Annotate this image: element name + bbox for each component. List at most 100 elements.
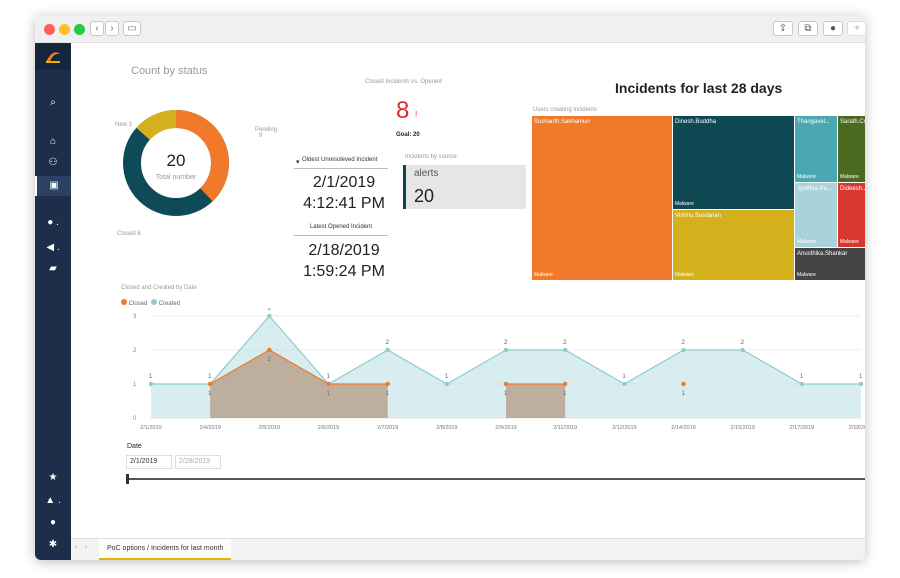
closed-created-chart[interactable]: 0 1 2 3 1 1 3 1 2 1 2 2 1 2 2 1 1 1 2 1 1 1 1 1 2/1/2019 2/4/2019… [121,308,865,436]
treemap-tile-type: Malware [797,272,816,278]
search-icon[interactable]: ⌕ [50,97,56,108]
tab-incidents-last-month[interactable]: PoC options / Incidents for last month [99,539,232,560]
created-point [148,381,154,387]
created-data-label: 2 [386,340,390,346]
report-icon[interactable]: ▣ [35,176,71,196]
treemap-tile-type: Malware [534,272,553,278]
created-point [622,381,627,387]
home-icon[interactable]: ⌂ [49,136,57,147]
closed-point [503,381,509,387]
oldest-incident-header-label: Oldest Unresoleved Incident [302,157,378,163]
closed-line [209,349,388,385]
treemap-tile-type: Malware [675,201,694,207]
treemap-tile[interactable]: Sarath.Co... Malware [838,116,865,182]
oldest-incident-time: 4:12:41 PM [303,195,385,212]
closed-area [506,384,566,418]
sidebar: ⌕ ⌂ ⚇ ▣ ● . ◀ . ▰ ★ ▲ . ● ✱ [35,43,71,560]
legend-closed-dot [121,299,127,305]
star-icon[interactable]: ★ [48,472,58,483]
info-icon[interactable]: ● [823,21,843,36]
gear-icon[interactable]: ✱ [48,539,58,550]
tab-next-icon[interactable]: › [85,544,88,551]
created-point [740,347,745,353]
closed-data-label: 1 [682,391,686,397]
created-data-label: 1 [208,374,212,380]
new-tab-icon[interactable]: + [847,21,865,36]
kpi-indicator-icon: ! [415,110,418,119]
created-point [681,347,686,353]
count-by-status-title: Count by status [131,65,208,77]
closed-data-label: 1 [563,391,567,397]
treemap-tile[interactable]: Anusthika.Shankar Malware [795,248,865,280]
treemap-tile[interactable]: Vishnu.Sundaran Malware [673,210,794,280]
alert-icon[interactable]: ● . [47,217,59,228]
megaphone-icon[interactable]: ◀ . [46,242,60,253]
treemap-tile[interactable]: Dinesh.Buddha Malware [673,116,794,209]
treemap-tile[interactable]: Thangavel... Malware [795,116,837,182]
incidents28-subtitle: Users creating incidents [533,107,598,113]
treemap-tile-name: Sarath.Co... [840,119,865,125]
created-data-label: 2 [504,340,508,346]
treemap-tile[interactable]: Jyothira.Pa... Malware [795,183,837,247]
x-tick-label: 2/14/2019 [671,425,695,431]
x-tick-label: 2/5/2019 [259,425,280,431]
treemap-tile[interactable]: Dideesh.J... Malware [838,183,865,247]
date-filter-label: Date [127,443,142,450]
created-data-label: 2 [563,340,567,346]
created-data-label: 2 [741,340,745,346]
treemap-tile-name: Jyothira.Pa... [797,186,833,192]
close-window-button[interactable] [44,24,55,35]
closed-data-label: 1 [208,391,212,397]
created-point [799,381,805,387]
created-point [562,347,568,353]
treemap-tile-name: Sushanth.Sakhamuri [534,119,590,125]
created-data-label: 1 [445,374,449,380]
treemap-tile-type: Malware [797,239,816,245]
created-data-label: 2 [682,340,686,346]
treemap-tile-name: Dideesh.J... [840,186,865,192]
tab-prev-icon[interactable]: ‹ [75,544,78,551]
created-point [444,381,450,387]
created-data-label: 1 [622,374,626,380]
bell-icon[interactable]: ▲ . [45,495,61,506]
oldest-incident-header[interactable]: ▾ Oldest Unresoleved Incident [294,154,388,169]
date-end-input[interactable]: 2/28/2019 [175,455,221,469]
logo-icon[interactable] [35,44,71,70]
share-icon[interactable]: ⇪ [773,21,793,36]
user-icon[interactable]: ● [49,517,57,528]
closed-vs-opened-goal: Goal: 20 [396,132,420,138]
report-canvas: Count by status 20 Total number New 3 Pe… [71,43,865,560]
donut-center-label: Total number [155,174,197,181]
created-data-label: 1 [859,374,863,380]
treemap-tile-name: Vishnu.Sundaran [675,213,721,219]
closed-vs-opened-title: Closed Incidents vs. Opened [365,79,442,85]
people-icon[interactable]: ⚇ [48,157,58,168]
label-closed: Closed 8 [117,231,141,237]
created-data-label: 1 [327,374,331,380]
minimize-window-button[interactable] [59,24,70,35]
tabs-icon[interactable]: ⧉ [798,21,818,36]
closed-vs-opened-value: 8 [396,97,410,124]
closed-point [267,347,272,353]
incidents28-title: Incidents for last 28 days [615,80,783,96]
date-slider-handle[interactable] [126,474,129,484]
legend-created: Created [158,301,181,307]
closed-data-label: 1 [386,391,390,397]
latest-incident-header: Latest Opened Incident [294,221,388,236]
status-donut-chart[interactable] [116,103,236,223]
date-slider-track[interactable] [127,478,865,480]
maximize-window-button[interactable] [74,24,85,35]
chat-icon[interactable]: ▰ [49,263,57,274]
sidebar-toggle-icon[interactable]: ▭ [123,21,141,36]
oldest-incident-date: 2/1/2019 [312,174,376,191]
x-tick-label: 2/8/2019 [436,425,457,431]
slice-pending [175,110,229,202]
by-source-card[interactable]: alerts 20 [403,165,526,209]
date-start-input[interactable]: 2/1/2019 [126,455,172,469]
treemap-tile[interactable]: Sushanth.Sakhamuri Malware [532,116,672,280]
treemap-tile-type: Malware [840,174,859,180]
y-tick-label: 1 [133,382,137,388]
back-button[interactable]: ‹ [90,21,104,36]
closed-point [562,381,568,387]
forward-button[interactable]: › [105,21,119,36]
